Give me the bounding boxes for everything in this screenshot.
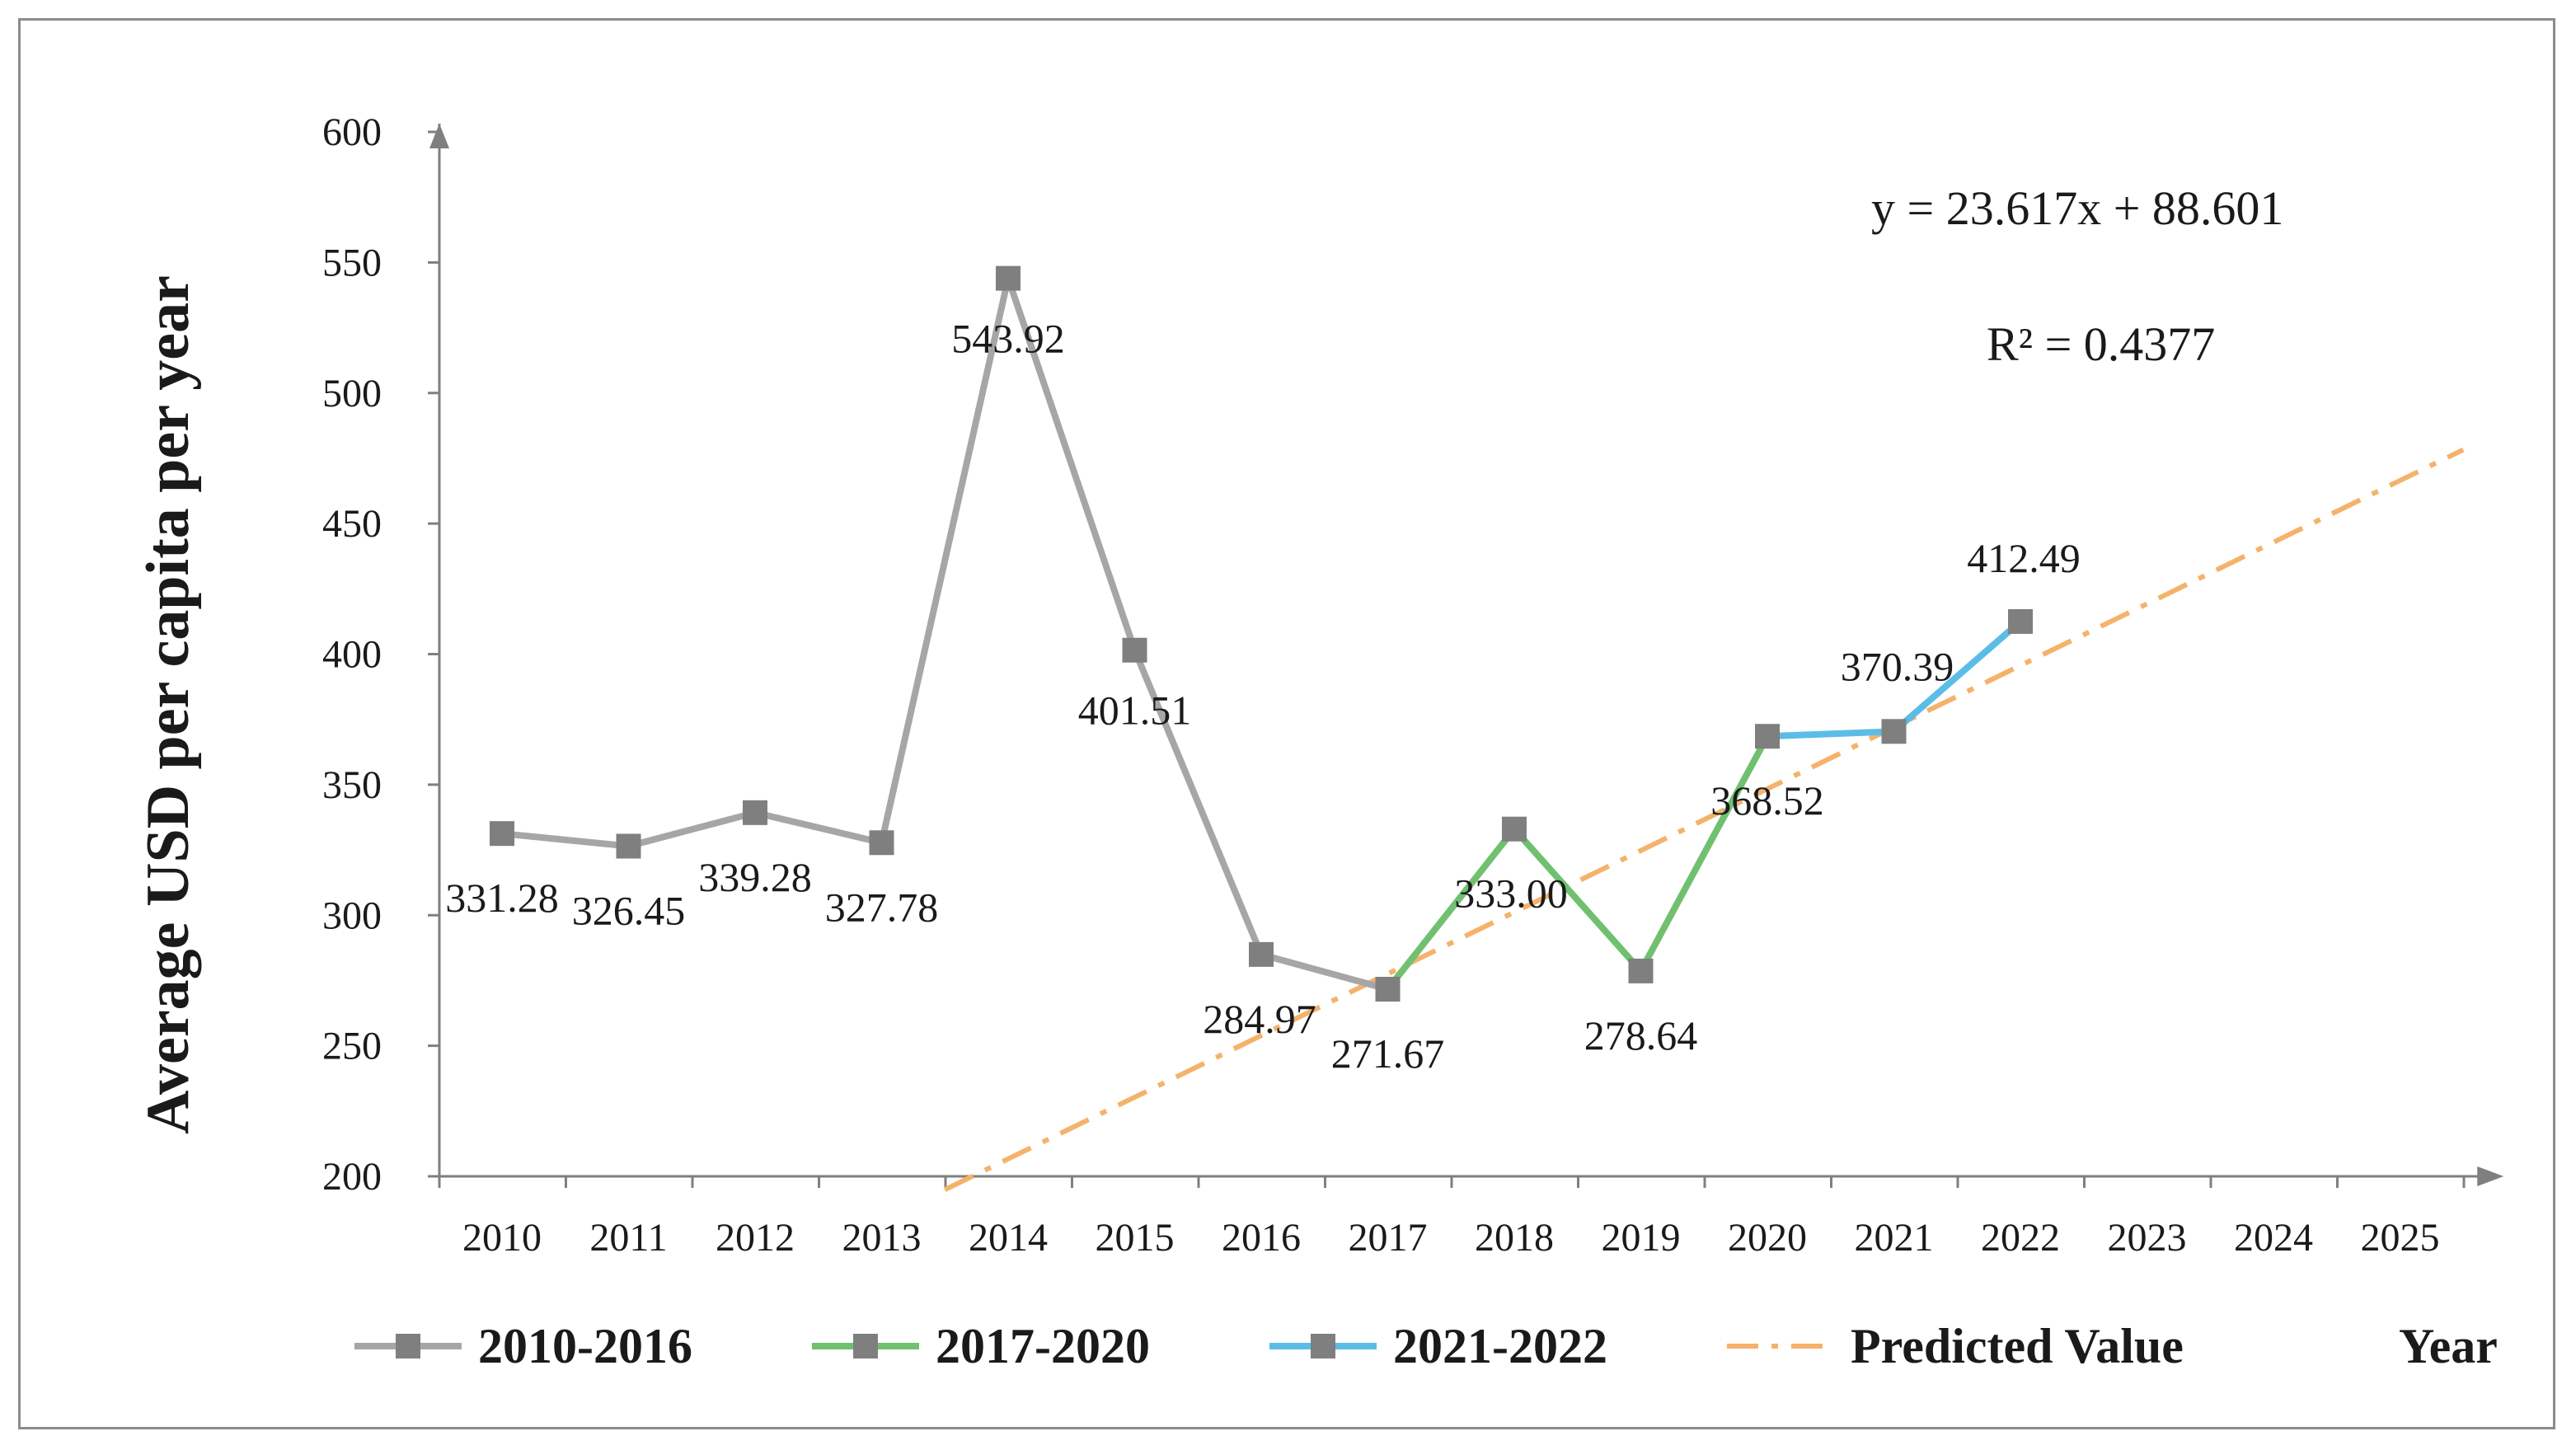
legend-item-2010-2016: 2010-2016 bbox=[354, 1319, 692, 1373]
trendline-equation: y = 23.617x + 88.601 bbox=[1871, 181, 2283, 235]
y-tick-label: 300 bbox=[322, 894, 382, 937]
legend-item-2021-2022: 2021-2022 bbox=[1269, 1319, 1607, 1373]
trendline-r-squared: R² = 0.4377 bbox=[1987, 317, 2215, 371]
data-point-2015 bbox=[1122, 637, 1147, 663]
legend: 2010-2016 2017-2020 2021-2022 Predicted Val… bbox=[354, 1319, 2498, 1373]
series-line-2017-2020 bbox=[1385, 734, 1771, 992]
data-label-2021: 370.39 bbox=[1841, 643, 1954, 689]
y-tick-label: 400 bbox=[322, 633, 382, 677]
y-axis-title: Average USD per capita per year bbox=[134, 275, 202, 1134]
data-point-2018 bbox=[1502, 816, 1527, 842]
data-label-2022: 412.49 bbox=[1967, 535, 2081, 581]
x-axis-title: Year bbox=[2399, 1319, 2498, 1373]
x-tick-label: 2010 bbox=[462, 1216, 542, 1260]
x-tick-label: 2014 bbox=[969, 1216, 1048, 1260]
legend-marker bbox=[853, 1334, 878, 1358]
trendline-layer bbox=[943, 447, 2465, 1192]
data-labels-layer: 331.28 326.45 339.28 327.78 543.92 401.51 284.… bbox=[445, 316, 2081, 1077]
chart-frame bbox=[18, 18, 2555, 1429]
y-tick-label: 250 bbox=[322, 1025, 382, 1068]
legend-label: 2017-2020 bbox=[936, 1319, 1150, 1373]
data-point-2010 bbox=[490, 821, 514, 847]
x-tick-label: 2024 bbox=[2234, 1216, 2313, 1260]
legend-label: 2021-2022 bbox=[1393, 1319, 1607, 1373]
x-tick-label: 2019 bbox=[1602, 1216, 1681, 1260]
trendline-predicted-value bbox=[943, 447, 2465, 1192]
x-axis-arrow bbox=[2477, 1166, 2504, 1186]
legend-item-2017-2020: 2017-2020 bbox=[812, 1319, 1150, 1373]
data-label-2020: 368.52 bbox=[1710, 777, 1824, 824]
y-tick-label: 600 bbox=[322, 110, 382, 154]
data-label-2015: 401.51 bbox=[1078, 687, 1192, 734]
y-axis-arrow bbox=[429, 124, 449, 148]
data-label-2012: 339.28 bbox=[698, 854, 812, 900]
x-tick-label: 2013 bbox=[842, 1216, 922, 1260]
data-point-2014 bbox=[996, 265, 1021, 291]
x-tick-label: 2018 bbox=[1475, 1216, 1554, 1260]
data-point-2012 bbox=[743, 800, 767, 825]
data-label-2011: 326.45 bbox=[572, 887, 686, 933]
x-tick-label: 2015 bbox=[1096, 1216, 1175, 1260]
data-point-2017 bbox=[1375, 976, 1401, 1002]
legend-marker bbox=[1311, 1334, 1335, 1358]
data-point-2011 bbox=[616, 833, 641, 859]
data-label-2013: 327.78 bbox=[825, 884, 939, 930]
x-tick-label: 2011 bbox=[589, 1216, 667, 1260]
x-tick-label: 2021 bbox=[1855, 1216, 1934, 1260]
y-tick-label: 450 bbox=[322, 502, 382, 546]
data-point-2022 bbox=[2008, 608, 2033, 634]
x-tick-label: 2012 bbox=[716, 1216, 795, 1260]
data-point-2019 bbox=[1628, 958, 1654, 983]
data-point-2016 bbox=[1249, 941, 1274, 967]
legend-item-predicted-value: Predicted Value bbox=[1727, 1319, 2184, 1373]
y-tick-label: 550 bbox=[322, 241, 382, 284]
y-tick-label: 200 bbox=[322, 1155, 382, 1199]
axes-layer: 200 250 300 350 400 450 500 550 600 2010 2011 2012 2… bbox=[322, 110, 2504, 1260]
x-tick-label: 2025 bbox=[2361, 1216, 2440, 1260]
data-label-2014: 543.92 bbox=[951, 316, 1065, 362]
data-label-2016: 284.97 bbox=[1203, 996, 1316, 1042]
y-tick-label: 500 bbox=[322, 372, 382, 415]
series-line-2010-2016 bbox=[501, 275, 1389, 992]
y-tick-label: 350 bbox=[322, 763, 382, 807]
data-label-2019: 278.64 bbox=[1584, 1012, 1698, 1058]
data-label-2017: 271.67 bbox=[1331, 1030, 1445, 1077]
x-tick-label: 2016 bbox=[1222, 1216, 1301, 1260]
data-point-2013 bbox=[869, 830, 894, 856]
legend-label: Predicted Value bbox=[1851, 1319, 2184, 1373]
data-label-2010: 331.28 bbox=[445, 875, 559, 921]
x-tick-label: 2020 bbox=[1728, 1216, 1807, 1260]
x-tick-label: 2022 bbox=[1981, 1216, 2060, 1260]
data-point-2020 bbox=[1755, 724, 1780, 749]
data-label-2018: 333.00 bbox=[1454, 870, 1568, 917]
data-point-2021 bbox=[1881, 719, 1907, 744]
x-tick-label: 2023 bbox=[2108, 1216, 2187, 1260]
series-layer bbox=[490, 265, 2033, 1002]
legend-marker bbox=[396, 1334, 420, 1358]
legend-label: 2010-2016 bbox=[478, 1319, 692, 1373]
x-tick-label: 2017 bbox=[1349, 1216, 1428, 1260]
